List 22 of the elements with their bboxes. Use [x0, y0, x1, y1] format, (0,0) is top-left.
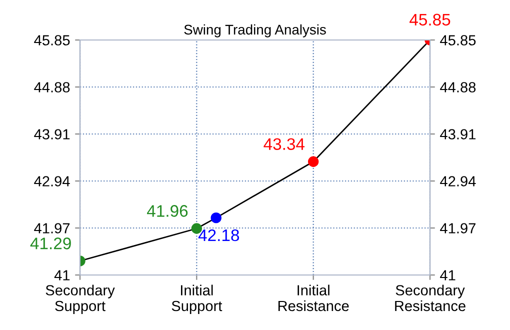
data-label: 42.18 — [198, 229, 240, 242]
data-label: 43.34 — [264, 138, 305, 150]
x-tick-label: Secondary Support — [46, 284, 115, 314]
y2-tick-label: 41.97 — [440, 223, 476, 234]
y2-tick-label: 43.91 — [440, 129, 476, 140]
y-tick-label: 45.85 — [34, 35, 70, 46]
data-label: 41.29 — [30, 238, 71, 250]
y-tick-label: 41.97 — [34, 223, 70, 234]
y-tick-label: 44.88 — [34, 82, 70, 92]
x-tick-label: Initial Resistance — [278, 284, 349, 312]
y2-tick-label: 44.88 — [440, 82, 476, 92]
y-tick-label: 42.94 — [34, 176, 70, 186]
y2-tick-label: 45.85 — [440, 35, 476, 46]
data-label: 41.96 — [147, 205, 188, 217]
y-tick-label: 43.91 — [34, 129, 70, 140]
data-label: 45.85 — [410, 14, 450, 26]
x-tick-label: Initial Support — [172, 284, 222, 314]
x-tick-label: Secondary Resistance — [395, 284, 466, 312]
y2-tick-label: 42.94 — [440, 176, 476, 186]
chart-title: Swing Trading Analysis — [184, 24, 326, 38]
y2-tick-label: 41 — [440, 270, 456, 280]
y-tick-label: 41 — [54, 270, 70, 280]
